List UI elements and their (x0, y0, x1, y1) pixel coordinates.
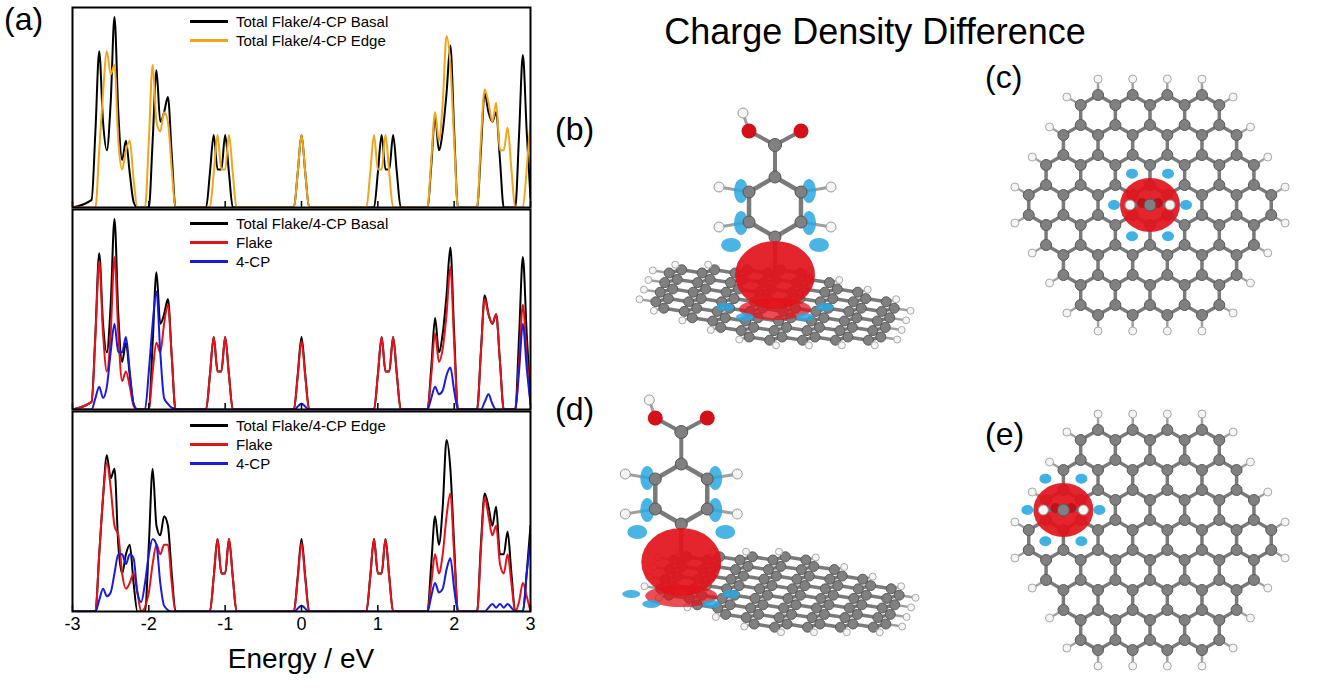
svg-text:-2: -2 (141, 614, 157, 634)
html-text:Total Flake/4-CP Basal: Total Flake/4-CP Basal (236, 215, 389, 232)
html-text:Flake: Flake (236, 234, 273, 251)
svg-text:3: 3 (525, 614, 535, 634)
svg-text:Charge Density Difference: Charge Density Difference (664, 11, 1086, 52)
html-text:Total Flake/4-CP Basal: Total Flake/4-CP Basal (236, 13, 389, 30)
html-text:Total Flake/4-CP Edge: Total Flake/4-CP Edge (236, 417, 386, 434)
html-text:Flake: Flake (236, 436, 273, 453)
svg-text:(e): (e) (985, 416, 1024, 452)
svg-text:(d): (d) (555, 391, 594, 427)
svg-text:(c): (c) (985, 59, 1022, 95)
svg-text:0: 0 (296, 614, 306, 634)
svg-text:(b): (b) (555, 111, 594, 147)
svg-text:-3: -3 (64, 614, 80, 634)
html-text:4-CP: 4-CP (236, 253, 271, 270)
svg-text:2: 2 (449, 614, 459, 634)
html-text:Total Flake/4-CP Edge: Total Flake/4-CP Edge (236, 32, 386, 49)
svg-text:1: 1 (373, 614, 383, 634)
html-text:4-CP: 4-CP (236, 455, 271, 472)
html-text:Energy / eV: Energy / eV (227, 643, 375, 674)
svg-text:-1: -1 (217, 614, 233, 634)
html-text:(a): (a) (4, 1, 44, 37)
